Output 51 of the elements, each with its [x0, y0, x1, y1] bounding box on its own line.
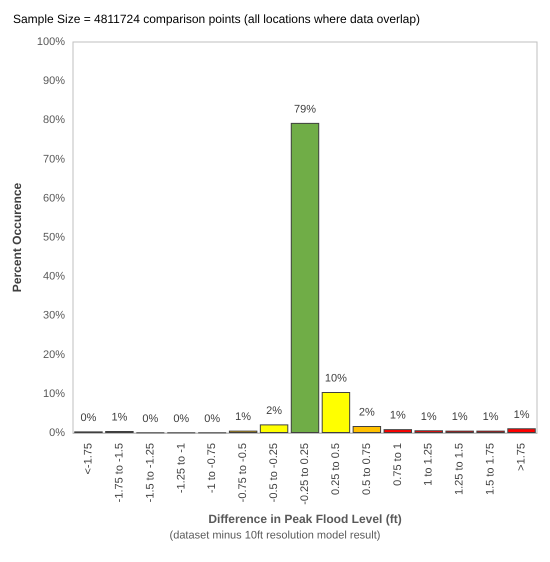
x-tick-label: -1.75 to -1.5 [113, 443, 126, 502]
y-tick-label: 20% [42, 348, 66, 361]
bar [260, 424, 288, 433]
x-tick-label: 0.5 to 0.75 [360, 443, 373, 495]
x-tick-label: -1 to -0.75 [206, 443, 218, 494]
y-tick-label: 30% [42, 310, 66, 322]
text: (dataset minus 10ft resolution model result) [170, 530, 380, 542]
data-label: 2% [266, 404, 282, 417]
y-tick-label: 80% [42, 114, 66, 126]
x-tick-label: -0.75 to -0.5 [237, 443, 250, 502]
data-label: 2% [358, 406, 376, 418]
chart-title: Sample Size = 4811724 comparison points (all locations where data overlap) [13, 12, 420, 26]
bar [322, 392, 350, 433]
x-tick-label: -1.25 to -1 [175, 443, 188, 494]
y-tick-label: 40% [42, 270, 66, 283]
x-tick-label: 1.5 to 1.75 [484, 443, 497, 495]
x-tick-label: -0.25 to 0.25 [299, 443, 311, 505]
x-tick-label: 1 to 1.25 [422, 443, 435, 486]
data-label: 1% [420, 410, 437, 423]
data-label: 0% [80, 412, 97, 424]
data-label: 1% [390, 410, 406, 422]
data-label: 79% [294, 103, 316, 116]
y-tick-label: 10% [42, 388, 66, 400]
x-tick-label: 1.25 to 1.5 [454, 443, 466, 495]
y-tick-label: 0% [49, 427, 66, 439]
y-tick-label: 100% [36, 36, 66, 48]
bar [507, 428, 536, 433]
y-tick-label: 90% [42, 75, 66, 88]
data-label: 0% [142, 412, 158, 425]
data-label: 0% [173, 412, 190, 425]
bar [352, 426, 382, 433]
y-tick-label: 70% [42, 153, 66, 166]
bar [290, 122, 320, 433]
x-tick-label: -1.5 to -1.25 [144, 443, 156, 502]
data-label: 1% [111, 412, 128, 424]
y-tick-label: 60% [42, 192, 66, 204]
y-tick-label: 50% [42, 232, 66, 244]
data-label: 1% [514, 408, 530, 421]
x-axis-title: Difference in Peak Flood Level (ft) [208, 512, 402, 526]
x-tick-label: 0.75 to 1 [392, 443, 404, 486]
data-label: 1% [482, 411, 499, 424]
bar [384, 429, 412, 433]
x-tick-label: <-1.75 [82, 443, 94, 474]
x-tick-label: >1.75 [516, 443, 528, 471]
data-label: 10% [324, 372, 348, 384]
x-tick-label: -0.5 to -0.25 [268, 443, 280, 502]
data-label: 1% [235, 411, 252, 424]
data-label: 0% [204, 412, 220, 425]
x-tick-label: 0.25 to 0.5 [330, 443, 342, 495]
y-axis-title: Percent Occurence [10, 182, 24, 292]
data-label: 1% [452, 411, 468, 424]
